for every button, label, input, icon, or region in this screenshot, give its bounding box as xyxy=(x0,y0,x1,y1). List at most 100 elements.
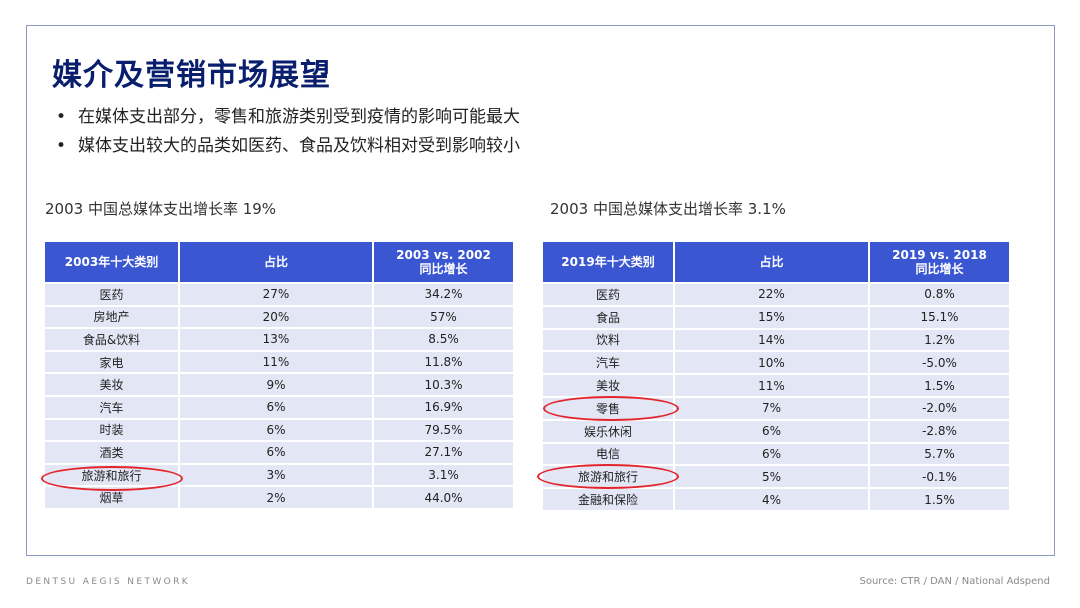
table-row: 零售 7% -2.0% xyxy=(543,397,1009,419)
header-growth-line2: 同比增长 xyxy=(915,262,964,276)
cell-category: 食品&饮料 xyxy=(45,329,180,350)
table-row: 房地产 20% 57% xyxy=(45,306,513,328)
bullet-item: • 媒体支出较大的品类如医药、食品及饮料相对受到影响较小 xyxy=(56,132,520,161)
table-row: 食品&饮料 13% 8.5% xyxy=(45,329,513,350)
cell-share: 20% xyxy=(180,306,374,328)
bullet-item: • 在媒体支出部分，零售和旅游类别受到疫情的影响可能最大 xyxy=(56,103,520,132)
cell-growth: 3.1% xyxy=(374,464,513,486)
cell-growth: -2.8% xyxy=(870,420,1009,442)
cell-growth: 10.3% xyxy=(374,374,513,395)
header-category: 2019年十大类别 xyxy=(543,242,675,282)
table-row: 时装 6% 79.5% xyxy=(45,419,513,441)
cell-growth: 16.9% xyxy=(374,396,513,418)
header-growth: 2003 vs. 2002 同比增长 xyxy=(374,242,513,282)
cell-share: 15% xyxy=(675,306,870,328)
header-growth-line2: 同比增长 xyxy=(419,262,468,276)
table-row: 电信 6% 5.7% xyxy=(543,443,1009,465)
cell-category: 家电 xyxy=(45,351,180,373)
table-row: 家电 11% 11.8% xyxy=(45,351,513,373)
cell-share: 5% xyxy=(675,466,870,488)
cell-category: 娱乐休闲 xyxy=(543,420,675,442)
right-table-subhead: 2003 中国总媒体支出增长率 3.1% xyxy=(550,200,786,218)
cell-share: 11% xyxy=(675,375,870,396)
cell-share: 6% xyxy=(180,419,374,441)
cell-growth: 44.0% xyxy=(374,487,513,508)
cell-share: 13% xyxy=(180,329,374,350)
cell-share: 27% xyxy=(180,284,374,305)
header-growth-line1: 2019 vs. 2018 xyxy=(892,248,987,262)
cell-growth: 0.8% xyxy=(870,284,1009,305)
slide-title: 媒介及营销市场展望 xyxy=(52,58,331,93)
table-row: 酒类 6% 27.1% xyxy=(45,442,513,463)
cell-growth: 1.5% xyxy=(870,375,1009,396)
cell-share: 7% xyxy=(675,397,870,419)
cell-growth: 27.1% xyxy=(374,442,513,463)
table-header-row: 2019年十大类别 占比 2019 vs. 2018 同比增长 xyxy=(543,242,1009,282)
cell-share: 14% xyxy=(675,329,870,351)
table-row: 医药 22% 0.8% xyxy=(543,284,1009,305)
cell-growth: -5.0% xyxy=(870,352,1009,374)
cell-growth: 57% xyxy=(374,306,513,328)
cell-growth: 1.2% xyxy=(870,329,1009,351)
table-row: 饮料 14% 1.2% xyxy=(543,329,1009,351)
bullet-text: 在媒体支出部分，零售和旅游类别受到疫情的影响可能最大 xyxy=(78,107,520,127)
cell-growth: 34.2% xyxy=(374,284,513,305)
cell-share: 9% xyxy=(180,374,374,395)
table-row: 美妆 9% 10.3% xyxy=(45,374,513,395)
cell-share: 6% xyxy=(675,443,870,465)
cell-category: 旅游和旅行 xyxy=(543,466,675,488)
cell-category: 电信 xyxy=(543,443,675,465)
cell-share: 4% xyxy=(675,489,870,510)
cell-growth: 11.8% xyxy=(374,351,513,373)
cell-growth: 8.5% xyxy=(374,329,513,350)
table-row: 汽车 10% -5.0% xyxy=(543,352,1009,374)
table-row: 旅游和旅行 3% 3.1% xyxy=(45,464,513,486)
brand-footer: DENTSU AEGIS NETWORK xyxy=(26,577,191,587)
cell-category: 烟草 xyxy=(45,487,180,508)
cell-category: 房地产 xyxy=(45,306,180,328)
cell-category: 医药 xyxy=(45,284,180,305)
left-category-table: 2003年十大类别 占比 2003 vs. 2002 同比增长 医药 27% 34.2… xyxy=(45,240,513,510)
table-row: 金融和保险 4% 1.5% xyxy=(543,489,1009,510)
cell-category: 食品 xyxy=(543,306,675,328)
cell-share: 10% xyxy=(675,352,870,374)
bullet-text: 媒体支出较大的品类如医药、食品及饮料相对受到影响较小 xyxy=(78,136,520,156)
bullet-list: • 在媒体支出部分，零售和旅游类别受到疫情的影响可能最大 • 媒体支出较大的品类如医… xyxy=(56,103,520,161)
cell-growth: 15.1% xyxy=(870,306,1009,328)
table-row: 烟草 2% 44.0% xyxy=(45,487,513,508)
cell-share: 6% xyxy=(180,396,374,418)
cell-category: 汽车 xyxy=(543,352,675,374)
table-header-row: 2003年十大类别 占比 2003 vs. 2002 同比增长 xyxy=(45,242,513,282)
cell-category: 美妆 xyxy=(543,375,675,396)
cell-share: 11% xyxy=(180,351,374,373)
table-row: 娱乐休闲 6% -2.8% xyxy=(543,420,1009,442)
cell-category: 美妆 xyxy=(45,374,180,395)
cell-share: 6% xyxy=(675,420,870,442)
header-share: 占比 xyxy=(180,242,374,282)
cell-category: 金融和保险 xyxy=(543,489,675,510)
table-row: 旅游和旅行 5% -0.1% xyxy=(543,466,1009,488)
cell-growth: 1.5% xyxy=(870,489,1009,510)
header-growth-line1: 2003 vs. 2002 xyxy=(396,248,491,262)
cell-growth: 79.5% xyxy=(374,419,513,441)
table-row: 汽车 6% 16.9% xyxy=(45,396,513,418)
cell-growth: 5.7% xyxy=(870,443,1009,465)
bullet-dot-icon: • xyxy=(56,107,67,127)
slide-frame xyxy=(26,25,1055,556)
cell-share: 2% xyxy=(180,487,374,508)
table-row: 美妆 11% 1.5% xyxy=(543,375,1009,396)
cell-growth: -0.1% xyxy=(870,466,1009,488)
header-growth: 2019 vs. 2018 同比增长 xyxy=(870,242,1009,282)
cell-category: 汽车 xyxy=(45,396,180,418)
table-row: 医药 27% 34.2% xyxy=(45,284,513,305)
left-table-subhead: 2003 中国总媒体支出增长率 19% xyxy=(45,200,277,218)
cell-share: 3% xyxy=(180,464,374,486)
cell-category: 时装 xyxy=(45,419,180,441)
source-footer: Source: CTR / DAN / National Adspend xyxy=(859,576,1051,587)
right-category-table: 2019年十大类别 占比 2019 vs. 2018 同比增长 医药 22% 0.8%… xyxy=(543,240,1009,512)
cell-category: 酒类 xyxy=(45,442,180,463)
cell-growth: -2.0% xyxy=(870,397,1009,419)
cell-category: 旅游和旅行 xyxy=(45,464,180,486)
header-share: 占比 xyxy=(675,242,870,282)
cell-category: 零售 xyxy=(543,397,675,419)
